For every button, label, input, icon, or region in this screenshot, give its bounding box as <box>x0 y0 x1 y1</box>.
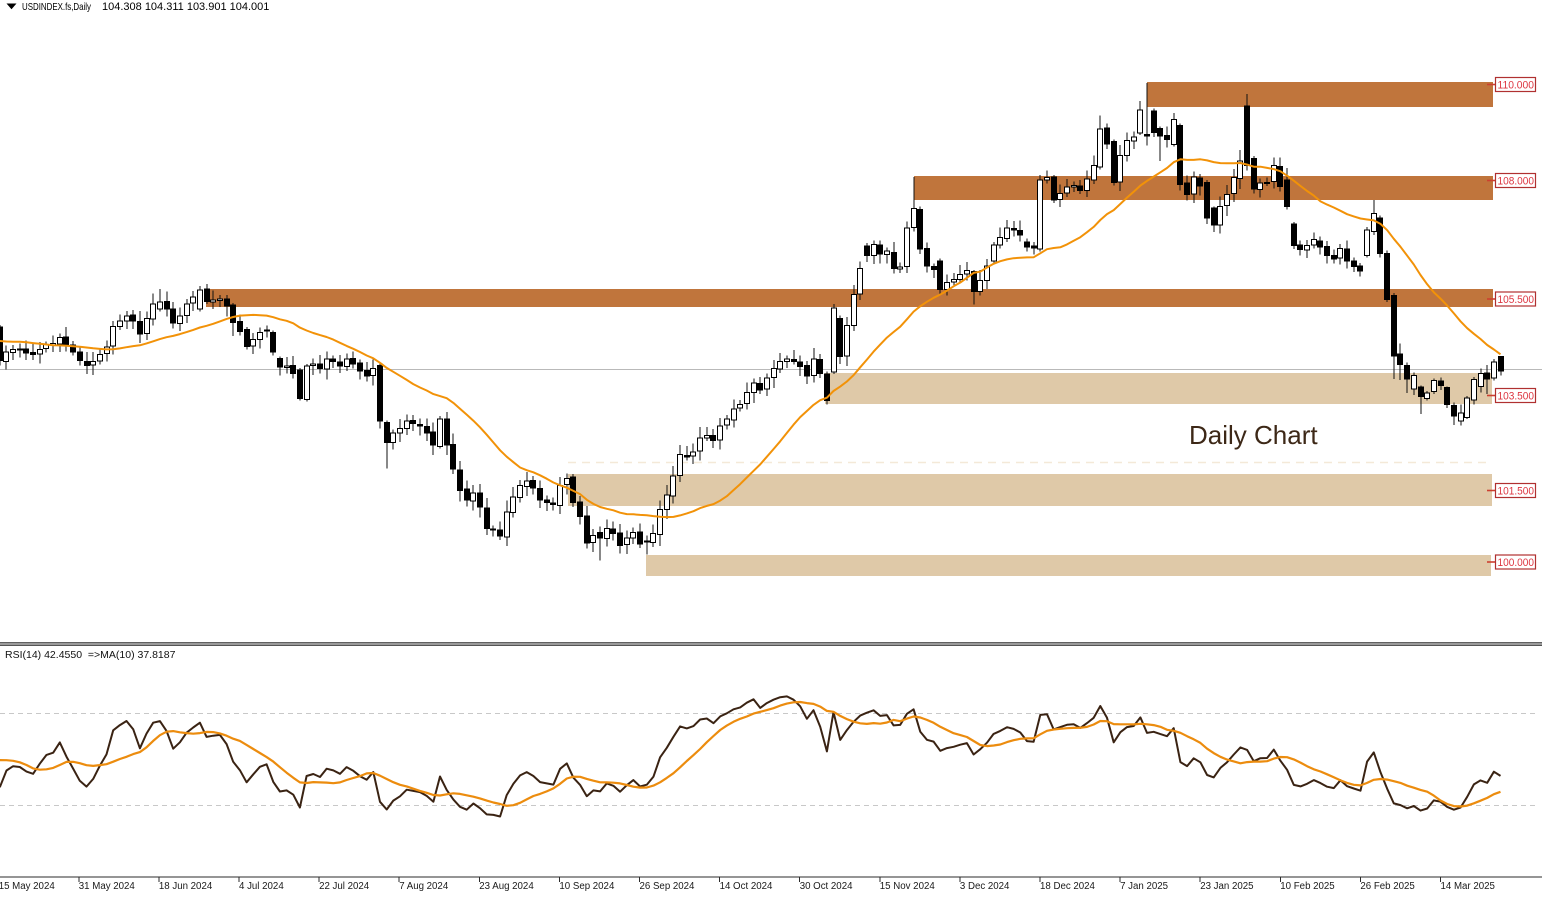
svg-text:14 Oct 2024: 14 Oct 2024 <box>720 881 773 892</box>
svg-text:4 Jul 2024: 4 Jul 2024 <box>239 881 284 892</box>
svg-text:18 Jun 2024: 18 Jun 2024 <box>159 881 213 892</box>
svg-text:23 Jan 2025: 23 Jan 2025 <box>1200 881 1253 892</box>
svg-text:23 Aug 2024: 23 Aug 2024 <box>479 881 534 892</box>
svg-text:105.500: 105.500 <box>1498 294 1535 306</box>
svg-text:26 Feb 2025: 26 Feb 2025 <box>1360 881 1414 892</box>
svg-text:15 Nov 2024: 15 Nov 2024 <box>880 881 936 892</box>
svg-text:30 Oct 2024: 30 Oct 2024 <box>800 881 853 892</box>
svg-text:26 Sep 2024: 26 Sep 2024 <box>640 881 696 892</box>
svg-text:RSI(14) 42.4550 =>MA(10) 37.8: RSI(14) 42.4550 =>MA(10) 37.8187 <box>5 649 176 661</box>
svg-text:22 Jul 2024: 22 Jul 2024 <box>319 881 370 892</box>
svg-text:108.000: 108.000 <box>1498 175 1535 187</box>
svg-text:103.500: 103.500 <box>1498 390 1535 402</box>
svg-text:110.000: 110.000 <box>1498 79 1535 91</box>
svg-text:14 Mar 2025: 14 Mar 2025 <box>1441 881 1495 892</box>
svg-text:101.500: 101.500 <box>1498 485 1535 497</box>
svg-text:10 Sep 2024: 10 Sep 2024 <box>559 881 615 892</box>
svg-text:31 May 2024: 31 May 2024 <box>79 881 136 892</box>
svg-text:3 Dec 2024: 3 Dec 2024 <box>960 881 1010 892</box>
svg-text:15 May 2024: 15 May 2024 <box>0 881 55 892</box>
svg-text:7 Jan 2025: 7 Jan 2025 <box>1120 881 1168 892</box>
svg-text:100.000: 100.000 <box>1498 557 1535 569</box>
svg-text:104.308 104.311 103.901 104.00: 104.308 104.311 103.901 104.001 <box>102 1 269 13</box>
svg-text:18 Dec 2024: 18 Dec 2024 <box>1040 881 1096 892</box>
svg-text:7 Aug 2024: 7 Aug 2024 <box>399 881 449 892</box>
svg-text:USDINDEX.fs,Daily: USDINDEX.fs,Daily <box>22 1 92 13</box>
svg-text:10 Feb 2025: 10 Feb 2025 <box>1280 881 1334 892</box>
svg-text:Daily Chart: Daily Chart <box>1189 420 1318 450</box>
